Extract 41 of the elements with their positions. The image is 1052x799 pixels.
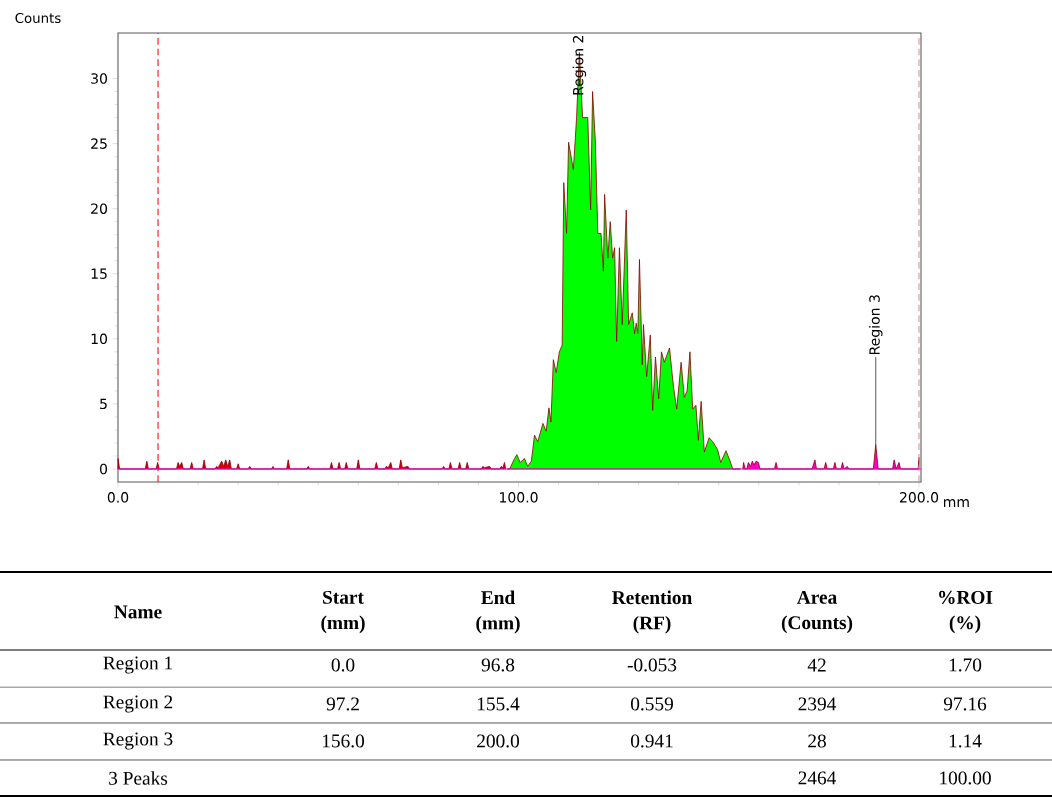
y-tick-label: 0 — [99, 463, 108, 475]
text: 42 — [807, 658, 826, 672]
text: Retention (RF) — [612, 590, 692, 634]
text: Area (Counts) — [781, 590, 853, 634]
x-tick-label: 200.0 — [899, 492, 939, 503]
text: End (mm) — [476, 590, 520, 634]
annotation: Region 3 — [868, 295, 883, 355]
text: 2394 — [798, 697, 837, 711]
text: 3 Peaks — [109, 771, 168, 785]
text: 155.4 — [477, 697, 520, 711]
text: Start (mm) — [321, 590, 365, 634]
x-tick-label: 100.0 — [499, 492, 538, 503]
annotation: Region 2 — [572, 35, 587, 95]
text: 0.0 — [331, 658, 355, 672]
y-tick-label: 25 — [91, 138, 107, 149]
text: 1.14 — [949, 734, 982, 748]
text: Region 2 — [103, 695, 173, 713]
x-axis-title: mm — [944, 499, 969, 507]
y-tick-label: 20 — [91, 203, 108, 214]
text: 1.70 — [949, 658, 982, 672]
text: 156.0 — [322, 734, 365, 748]
text: -0.053 — [627, 658, 677, 672]
text: 97.2 — [326, 697, 359, 711]
y-tick-label: 10 — [91, 333, 108, 345]
text: 0.941 — [630, 734, 673, 748]
text: Name — [114, 605, 162, 619]
text: 97.16 — [943, 697, 987, 711]
text: 2464 — [798, 771, 837, 785]
text: Region 3 — [103, 732, 173, 750]
y-tick-label: 5 — [100, 398, 107, 410]
text: 96.8 — [481, 658, 515, 672]
y-tick-label: 30 — [91, 73, 108, 84]
y-tick-label: 15 — [91, 268, 107, 279]
text: Region 1 — [103, 656, 173, 674]
text: 28 — [808, 734, 826, 748]
text: 0.559 — [630, 697, 673, 711]
text: 100.00 — [940, 771, 991, 785]
text: %ROI (%) — [939, 590, 993, 634]
y-axis-title: Counts — [15, 12, 61, 24]
text: 200.0 — [477, 734, 520, 748]
x-tick-label: 0.0 — [107, 492, 129, 503]
